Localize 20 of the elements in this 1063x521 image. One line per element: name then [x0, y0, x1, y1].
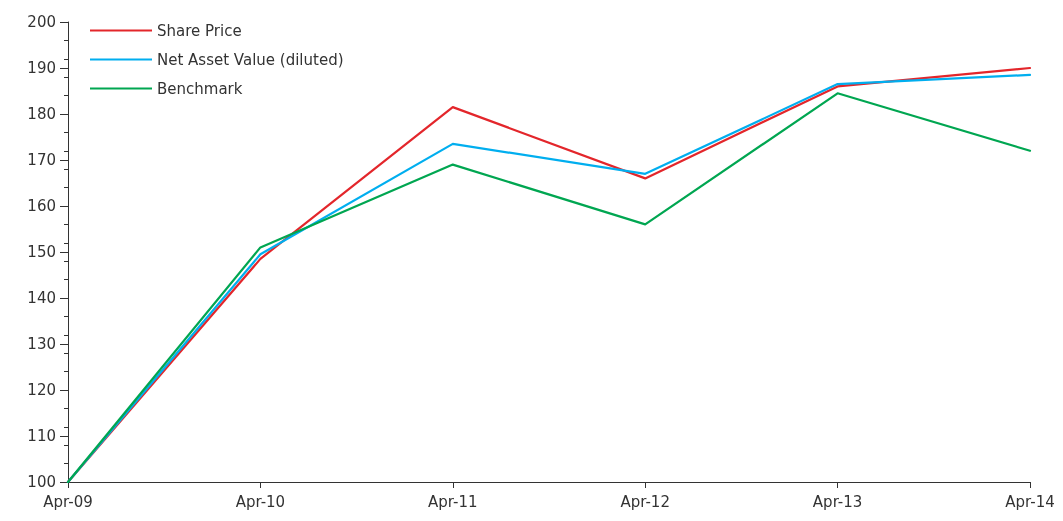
y-tick-label: 140 [27, 289, 56, 307]
x-tick-label: Apr-10 [235, 492, 286, 511]
legend-label: Benchmark [157, 79, 243, 98]
y-tick-label: 200 [27, 13, 56, 31]
y-tick-label: 130 [27, 335, 56, 353]
y-tick-label: 160 [27, 197, 56, 215]
y-tick-label: 170 [27, 151, 56, 169]
y-tick-label: 180 [27, 105, 56, 123]
legend-label: Net Asset Value (diluted) [157, 50, 344, 69]
legend-label: Share Price [157, 21, 242, 40]
x-tick-label: Apr-11 [428, 492, 478, 511]
y-tick-label: 110 [27, 427, 56, 445]
x-tick-label: Apr-14 [1005, 492, 1055, 511]
y-tick-label: 100 [27, 473, 56, 491]
x-tick-label: Apr-13 [812, 492, 863, 511]
y-tick-label: 190 [27, 59, 56, 77]
x-tick-label: Apr-12 [620, 492, 670, 511]
x-tick-label: Apr-09 [43, 492, 93, 511]
y-tick-label: 120 [27, 381, 56, 399]
y-tick-label: 150 [27, 243, 56, 261]
